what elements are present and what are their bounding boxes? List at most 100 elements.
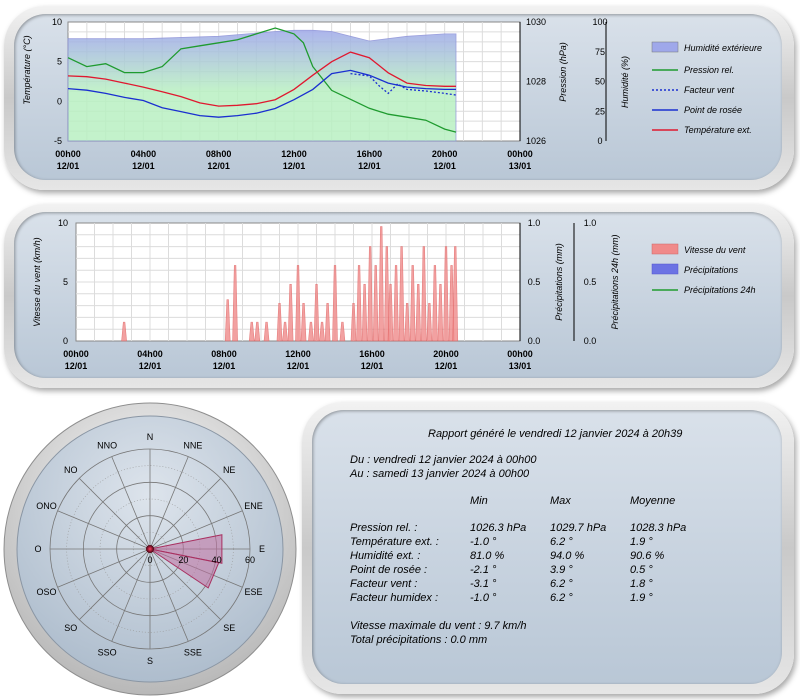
pressure-line [67, 27, 457, 133]
legend-label: Température ext. [684, 125, 752, 135]
wind-speed-bar [415, 284, 422, 342]
center-dot [146, 545, 154, 553]
report-row-avg: 90.6 % [630, 550, 665, 562]
wind-speed-bar [308, 321, 314, 342]
radial-tick-label: 20 [178, 555, 188, 565]
report-from: Du : vendredi 12 janvier 2024 à 00h00 [350, 454, 537, 466]
wind-speed-bar [426, 302, 433, 342]
legend-label: Humidité extérieure [684, 43, 762, 53]
wind-speed-bar [420, 246, 427, 342]
y1-tick-label: 5 [63, 277, 68, 287]
x-tick-time: 08h00 [211, 349, 237, 359]
report-row-min: -3.1 ° [470, 578, 497, 590]
report-row-label: Température ext. : [350, 536, 439, 548]
y3-tick-label: 1.0 [584, 218, 597, 228]
report-row-avg: 0.5 ° [630, 564, 653, 576]
wind-speed-bar [295, 265, 301, 342]
x-tick-time: 20h00 [432, 149, 458, 159]
wind-speed-bar [383, 246, 390, 342]
direction-label: SSO [98, 647, 117, 657]
x-tick-date: 12/01 [207, 161, 230, 171]
report-row-avg: 1.9 ° [630, 592, 653, 604]
report: Rapport généré le vendredi 12 janvier 20… [340, 428, 760, 668]
radial-tick-label: 60 [245, 555, 255, 565]
spoke-line [149, 456, 189, 550]
direction-label: SO [64, 623, 77, 633]
x-tick-time: 08h00 [206, 149, 232, 159]
x-tick-date: 12/01 [213, 361, 236, 371]
report-row-avg: 1.9 ° [630, 536, 653, 548]
y2-tick-label: 0.0 [528, 336, 541, 346]
y3-tick-label: 50 [595, 77, 605, 87]
y3-tick-label: 25 [595, 106, 605, 116]
wind-speed-bar [404, 302, 410, 342]
x-tick-date: 12/01 [283, 161, 306, 171]
report-panel [302, 402, 794, 694]
y3-axis-label: Précipitations 24h (mm) [610, 234, 620, 329]
x-tick-time: 16h00 [359, 349, 385, 359]
direction-label: SE [223, 623, 235, 633]
report-row-label: Facteur vent : [350, 578, 418, 590]
x-tick-time: 00h00 [507, 149, 533, 159]
report-total-precip: Total précipitations : 0.0 mm [350, 634, 488, 646]
spoke-line [149, 478, 221, 550]
direction-label: ENE [244, 501, 263, 511]
y1-tick-label: -5 [54, 136, 62, 146]
wind-speed-bar [254, 321, 261, 342]
report-row-min: 1026.3 hPa [470, 522, 527, 534]
report-max-wind: Vitesse maximale du vent : 9.7 km/h [350, 620, 527, 632]
legend-label: Vitesse du vent [684, 245, 746, 255]
y3-tick-label: 75 [595, 47, 605, 57]
wind-speed-bar [248, 321, 255, 342]
direction-label: NNO [97, 441, 117, 451]
wind-speed-bar [372, 265, 379, 342]
report-row-avg: 1028.3 hPa [630, 522, 687, 534]
x-tick-date: 12/01 [132, 161, 155, 171]
x-tick-time: 04h00 [137, 349, 163, 359]
y2-tick-label: 1026 [526, 136, 546, 146]
report-title: Rapport généré le vendredi 12 janvier 20… [428, 428, 683, 440]
wind-speed-bar [121, 321, 127, 342]
report-to: Au : samedi 13 janvier 2024 à 00h00 [350, 468, 530, 480]
spoke-line [57, 548, 151, 588]
report-row-label: Facteur humidex : [350, 592, 439, 604]
wind-speed-bar [263, 321, 270, 342]
y2-axis-label: Pression (hPa) [558, 42, 568, 102]
report-row-min: -1.0 ° [470, 592, 497, 604]
wind-speed-bar [300, 302, 307, 342]
report-row-avg: 1.8 ° [630, 578, 653, 590]
spoke-line [79, 478, 151, 550]
report-row-label: Pression rel. : [350, 522, 418, 534]
report-row-min: -2.1 ° [470, 564, 497, 576]
wind-sector [149, 548, 220, 589]
wind-speed-bar [387, 284, 394, 342]
x-tick-date: 13/01 [509, 361, 532, 371]
x-tick-date: 12/01 [57, 161, 80, 171]
direction-label: ONO [36, 501, 57, 511]
y1-tick-label: 0 [63, 336, 68, 346]
report-row-label: Point de rosée : [350, 564, 428, 576]
x-tick-date: 12/01 [287, 361, 310, 371]
report-row-min: 81.0 % [470, 550, 505, 562]
radial-tick-label: 0 [147, 555, 152, 565]
report-row-min: -1.0 ° [470, 536, 497, 548]
radial-tick-label: 40 [212, 555, 222, 565]
y2-tick-label: 0.5 [528, 277, 541, 287]
direction-label: NE [223, 465, 236, 475]
wind-speed-bar [287, 284, 294, 342]
y2-tick-label: 1.0 [528, 218, 541, 228]
report-col-avg: Moyenne [630, 495, 676, 507]
wind-speed-bar [224, 299, 231, 342]
x-tick-time: 12h00 [281, 149, 307, 159]
wind-speed-bar [452, 246, 459, 342]
x-tick-time: 00h00 [63, 349, 89, 359]
wind-speed-bar [332, 265, 338, 342]
y2-tick-label: 1028 [526, 77, 546, 87]
legend-label: Précipitations [684, 265, 739, 275]
direction-label: O [34, 544, 41, 554]
y3-tick-label: 0.5 [584, 277, 597, 287]
wind-speed-bar [398, 246, 405, 342]
x-tick-time: 12h00 [285, 349, 311, 359]
direction-label: OSO [37, 587, 57, 597]
wind-speed-bar [319, 321, 325, 342]
